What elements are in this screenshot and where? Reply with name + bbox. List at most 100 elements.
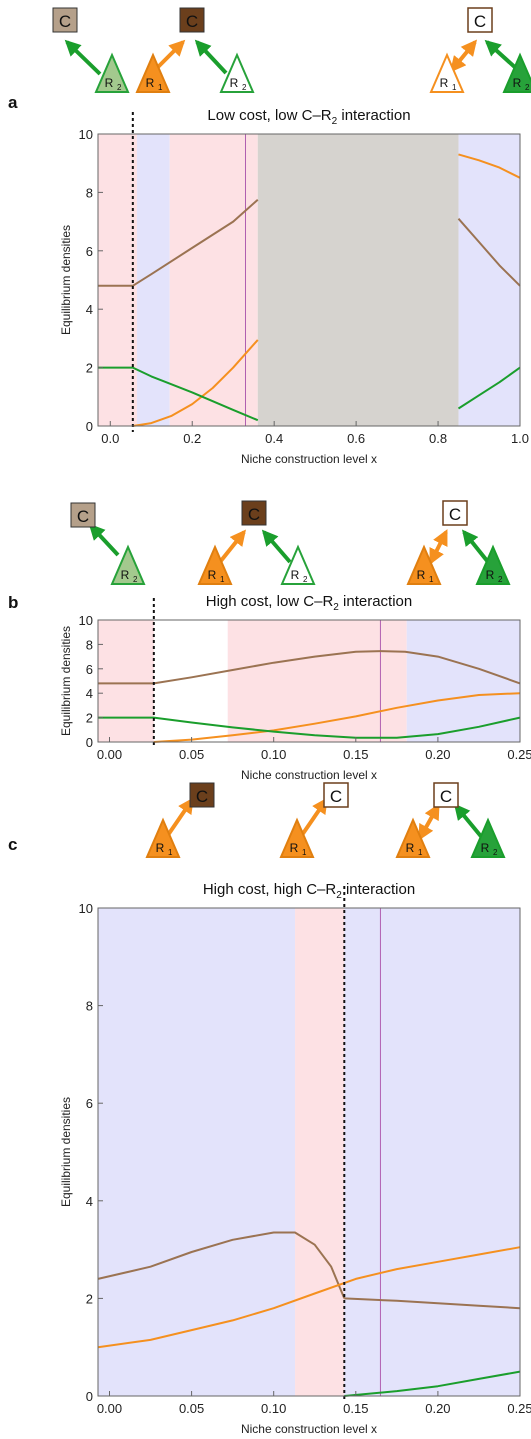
series-consumer-line <box>98 198 259 287</box>
series-r1-line <box>458 153 521 179</box>
series-consumer-line <box>98 650 521 685</box>
svg-text:C: C <box>77 507 89 526</box>
network-b-right: C R 1 R 2 <box>406 500 511 585</box>
y-tick-label: 2 <box>86 1291 93 1306</box>
x-tick-label: 0.10 <box>261 747 286 762</box>
x-tick-label: 0.25 <box>507 747 531 762</box>
y-tick-label: 0 <box>86 735 93 750</box>
svg-text:C: C <box>474 12 486 31</box>
y-tick-label: 10 <box>79 901 93 916</box>
chart-panel-a: Low cost, low C–R2 interaction 0 2 4 6 8 10 0.0… <box>59 107 529 466</box>
chart-title: Low cost, low C–R2 interaction <box>207 107 410 127</box>
y-tick-label: 6 <box>86 1096 93 1111</box>
svg-text:R: R <box>146 76 155 90</box>
svg-text:2: 2 <box>117 83 122 92</box>
region-blue <box>458 134 520 426</box>
svg-text:1: 1 <box>429 575 434 584</box>
plot-frame <box>97 619 521 743</box>
svg-text:2: 2 <box>498 575 503 584</box>
network-a-right: C R 1 R 2 <box>429 7 531 93</box>
svg-text:R: R <box>290 841 299 855</box>
series-consumer-line <box>344 1297 521 1310</box>
svg-text:C: C <box>330 787 342 806</box>
y-axis-label: Equilibrium densities <box>59 1097 73 1207</box>
x-tick-label: 0.05 <box>179 747 204 762</box>
series-r2-line <box>98 716 521 739</box>
network-b-mid: C R 1 R 2 <box>197 500 316 585</box>
svg-text:R: R <box>481 841 490 855</box>
y-tick-label: 0 <box>86 1389 93 1404</box>
svg-text:R: R <box>230 76 239 90</box>
series-r2-line <box>344 1370 521 1397</box>
region-pink <box>295 908 345 1396</box>
chart-title: High cost, low C–R2 interaction <box>206 593 412 613</box>
panel-letter-b: b <box>8 593 18 612</box>
y-tick-label: 4 <box>86 686 93 701</box>
svg-text:C: C <box>59 12 71 31</box>
plot-frame <box>97 133 521 427</box>
svg-text:2: 2 <box>525 83 530 92</box>
plot-frame <box>97 907 521 1397</box>
panel-letter-a: a <box>8 93 18 112</box>
region-blue <box>406 620 520 742</box>
chart-title: High cost, high C–R2 interaction <box>203 881 415 901</box>
x-tick-label: 0.15 <box>343 747 368 762</box>
network-c-right: C R 1 R 2 <box>395 782 506 858</box>
x-axis-label: Niche construction level x <box>241 452 377 466</box>
svg-text:R: R <box>208 568 217 582</box>
series-consumer-line <box>97 1231 346 1299</box>
y-tick-label: 4 <box>86 1194 93 1209</box>
x-tick-label: 0.00 <box>97 1401 122 1416</box>
svg-text:R: R <box>513 76 522 90</box>
y-tick-label: 10 <box>79 127 93 142</box>
svg-text:C: C <box>248 505 260 524</box>
series-r1-line <box>97 1246 521 1349</box>
x-tick-label: 0.8 <box>429 431 447 446</box>
y-tick-label: 6 <box>86 244 93 259</box>
svg-text:C: C <box>186 12 198 31</box>
svg-text:2: 2 <box>303 575 308 584</box>
network-b-left: C R 2 <box>70 502 146 585</box>
svg-text:2: 2 <box>133 575 138 584</box>
svg-text:R: R <box>440 76 449 90</box>
network-c-left: C R 1 <box>145 782 215 858</box>
svg-text:R: R <box>291 568 300 582</box>
svg-text:1: 1 <box>158 83 163 92</box>
region-gray <box>257 134 459 426</box>
region-pink <box>227 620 407 742</box>
network-c-mid: C R 1 <box>279 782 349 858</box>
region-pink <box>169 134 258 426</box>
chart-panel-c: High cost, high C–R2 interaction 0 2 4 6 8 10 0… <box>59 881 531 1436</box>
region-blue <box>344 908 520 1396</box>
svg-text:R: R <box>105 76 114 90</box>
svg-text:R: R <box>486 568 495 582</box>
svg-text:C: C <box>449 505 461 524</box>
region-blue <box>98 908 296 1396</box>
network-a-mid: C R 1 R 2 <box>135 7 255 93</box>
svg-text:2: 2 <box>493 848 498 857</box>
x-tick-label: 1.0 <box>511 431 529 446</box>
series-consumer-line <box>457 218 521 287</box>
y-axis-label: Equilibrium densities <box>59 626 73 736</box>
svg-text:R: R <box>156 841 165 855</box>
series-r1-line <box>132 339 259 427</box>
svg-text:1: 1 <box>452 83 457 92</box>
svg-text:C: C <box>440 787 452 806</box>
x-tick-label: 0.05 <box>179 1401 204 1416</box>
y-tick-label: 8 <box>86 185 93 200</box>
x-tick-label: 0.4 <box>265 431 283 446</box>
x-tick-label: 0.25 <box>507 1401 531 1416</box>
x-axis-label: Niche construction level x <box>241 1422 377 1436</box>
x-axis-label: Niche construction level x <box>241 768 377 782</box>
x-tick-label: 0.20 <box>425 747 450 762</box>
svg-text:C: C <box>196 787 208 806</box>
region-pink <box>98 620 154 742</box>
y-tick-label: 2 <box>86 711 93 726</box>
svg-text:2: 2 <box>242 83 247 92</box>
region-pink <box>98 134 137 426</box>
svg-text:1: 1 <box>302 848 307 857</box>
y-tick-label: 0 <box>86 419 93 434</box>
svg-text:R: R <box>417 568 426 582</box>
panel-letter-c: c <box>8 835 17 854</box>
